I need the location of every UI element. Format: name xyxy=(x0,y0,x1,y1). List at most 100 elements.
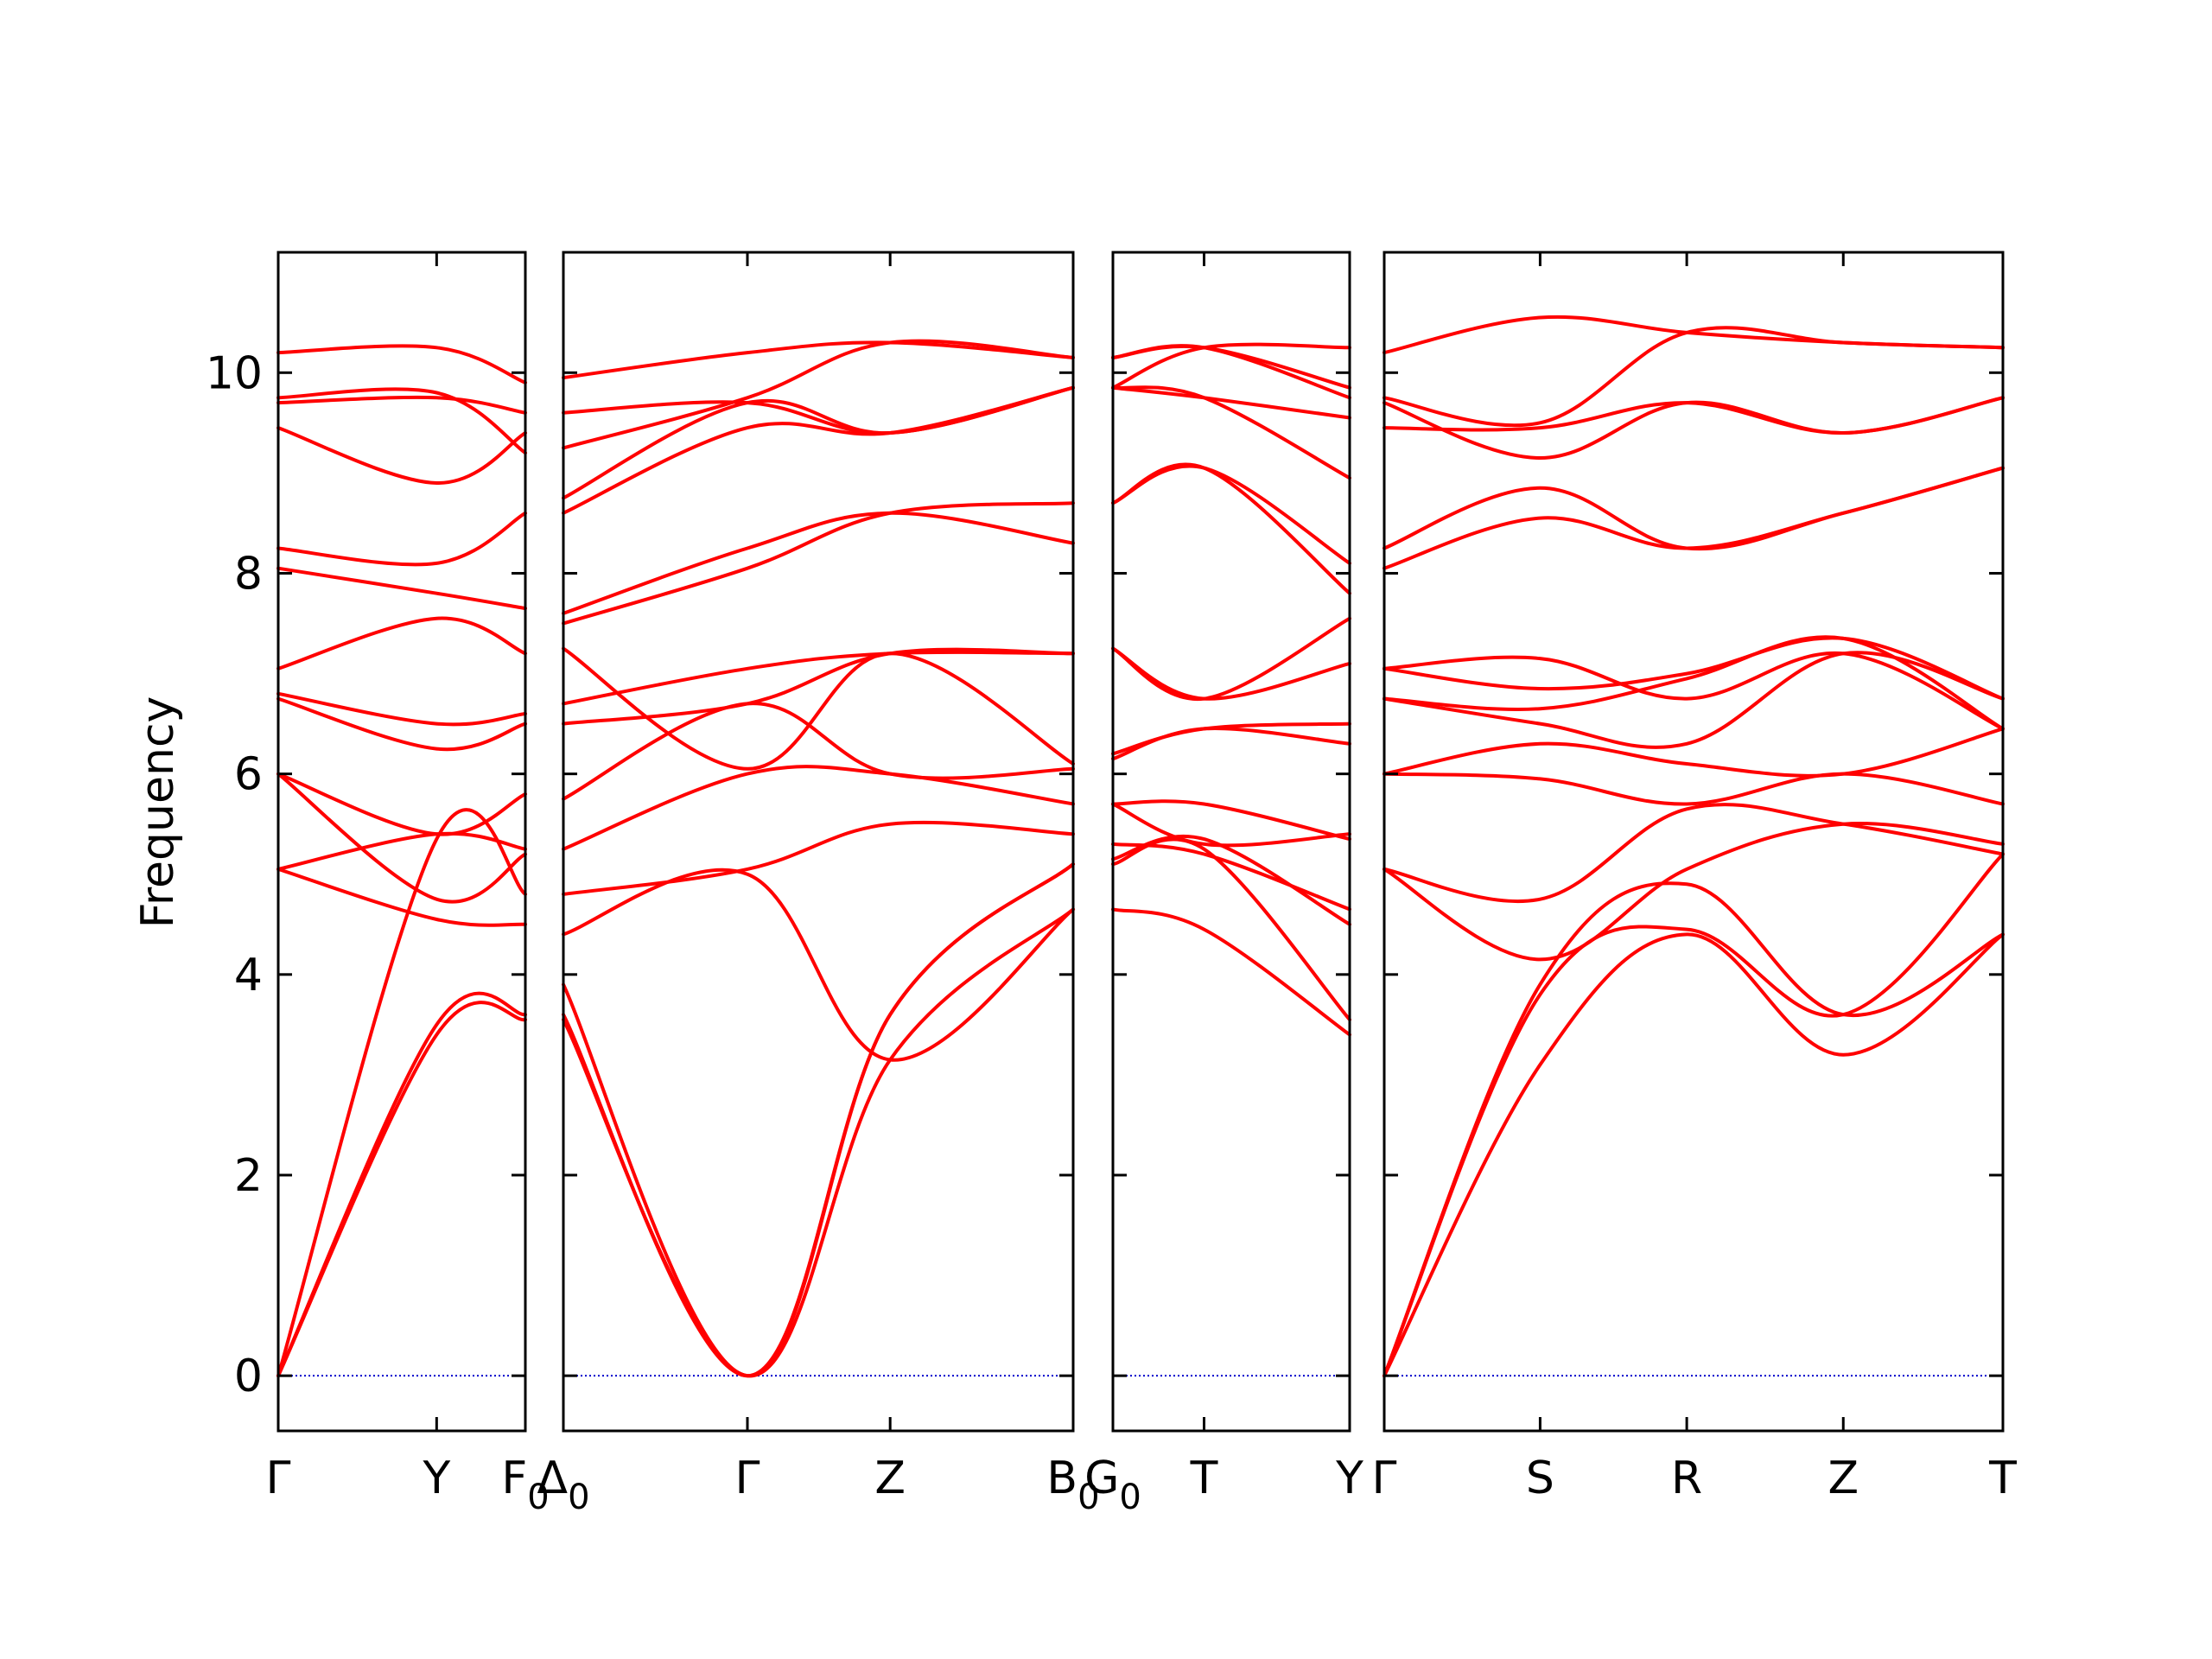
band-line-5 xyxy=(562,820,1075,896)
band-line-6 xyxy=(562,765,1075,851)
band-line-4 xyxy=(276,831,527,871)
band-line-7 xyxy=(1111,727,1351,761)
band-line-2 xyxy=(562,862,1075,1378)
band-line-16 xyxy=(276,344,527,385)
band-line-9 xyxy=(1382,635,2005,731)
x-tick-label: Γ xyxy=(1372,1452,1397,1504)
band-line-10 xyxy=(562,646,1075,771)
panel-frame xyxy=(1382,251,2005,1433)
x-tick-label-subscript: 0 xyxy=(568,1478,589,1517)
band-line-4 xyxy=(1382,822,2005,962)
band-line-11 xyxy=(276,566,527,611)
band-line-1 xyxy=(562,907,1075,1378)
x-tick-label: Γ xyxy=(734,1452,760,1504)
band-line-4 xyxy=(1111,842,1351,912)
band-line-3 xyxy=(1111,834,1351,926)
band-line-17 xyxy=(1111,342,1351,390)
band-line-2 xyxy=(276,1001,527,1378)
band-line-8 xyxy=(276,696,527,752)
x-tick-label-base: F xyxy=(501,1452,527,1504)
y-tick-label: 2 xyxy=(234,1150,263,1202)
x-tick-label: B0 xyxy=(1046,1452,1099,1517)
band-line-6 xyxy=(276,772,527,904)
y-tick-label: 4 xyxy=(234,950,263,1001)
x-tick-label-base: B xyxy=(1046,1452,1077,1504)
band-line-15 xyxy=(276,387,527,455)
band-line-1 xyxy=(1382,932,2005,1378)
x-tick-label-base: G xyxy=(1084,1452,1119,1504)
y-tick-label: 0 xyxy=(234,1351,263,1402)
x-tick-label: Γ xyxy=(266,1452,291,1504)
band-line-3 xyxy=(1382,881,2005,1378)
band-line-15 xyxy=(1382,396,2005,460)
panel-frame xyxy=(562,251,1075,1433)
x-tick-label: Z xyxy=(874,1452,906,1504)
x-tick-label: G0 xyxy=(1084,1452,1141,1517)
band-line-12 xyxy=(276,511,527,567)
x-tick-label: F0 xyxy=(501,1452,549,1517)
band-line-10 xyxy=(1111,616,1351,701)
band-line-3 xyxy=(276,808,527,1378)
band-lines xyxy=(562,339,1075,1378)
band-line-12 xyxy=(1382,466,2005,570)
x-tick-label-subscript: 0 xyxy=(1077,1478,1099,1517)
band-line-1 xyxy=(1111,907,1351,1037)
x-tick-label: Y xyxy=(422,1452,450,1504)
band-lines xyxy=(1382,315,2005,1378)
band-line-1 xyxy=(276,991,527,1378)
band-line-14 xyxy=(1111,385,1351,420)
x-tick-label: S xyxy=(1526,1452,1554,1504)
panel-3: G0 T Y xyxy=(1084,251,1363,1517)
band-line-9 xyxy=(562,650,1075,706)
y-axis-title-group: Frequency xyxy=(132,696,184,929)
band-line-14 xyxy=(276,395,527,415)
band-line-4 xyxy=(562,868,1075,1062)
band-line-2 xyxy=(1111,837,1351,1022)
band-line-15 xyxy=(562,339,1075,450)
band-line-16 xyxy=(562,385,1075,435)
x-tick-label-subscript: 0 xyxy=(1119,1478,1141,1517)
y-tick-label: 8 xyxy=(234,548,263,600)
band-line-6 xyxy=(1111,802,1351,848)
band-line-16 xyxy=(1382,326,2005,428)
band-line-10 xyxy=(276,616,527,671)
band-line-3 xyxy=(562,862,1075,1378)
band-line-10 xyxy=(1382,636,2005,701)
band-line-6 xyxy=(1382,772,2005,806)
band-line-2 xyxy=(1382,852,2005,1378)
band-line-12 xyxy=(1111,464,1351,565)
band-lines xyxy=(276,344,527,1378)
x-tick-label-subscript: 0 xyxy=(527,1478,549,1517)
y-tick-label: 6 xyxy=(234,749,263,801)
band-line-5 xyxy=(1111,799,1351,842)
band-line-7 xyxy=(1382,727,2005,778)
band-line-8 xyxy=(562,647,1075,726)
panel-2: Δ0 Γ Z B0 xyxy=(537,251,1100,1517)
band-line-5 xyxy=(276,867,527,927)
band-line-13 xyxy=(276,426,527,486)
y-axis-title: Frequency xyxy=(132,696,184,929)
band-line-14 xyxy=(562,385,1075,500)
band-lines xyxy=(1111,342,1351,1037)
band-line-11 xyxy=(1382,651,2005,731)
panel-frame xyxy=(276,251,527,1433)
band-line-17 xyxy=(562,340,1075,380)
band-line-8 xyxy=(1111,721,1351,756)
band-line-13 xyxy=(1382,466,2005,551)
band-line-5 xyxy=(1382,803,2005,904)
x-tick-label: T xyxy=(1988,1452,2017,1504)
x-tick-label: Δ0 xyxy=(537,1452,589,1517)
panel-frame xyxy=(1111,251,1351,1433)
x-tick-label: T xyxy=(1190,1452,1218,1504)
band-line-17 xyxy=(1382,315,2005,355)
band-line-11 xyxy=(1111,462,1351,595)
band-line-7 xyxy=(562,702,1075,801)
band-line-12 xyxy=(562,511,1075,615)
x-tick-label: Y xyxy=(1335,1452,1363,1504)
y-tick-label: 10 xyxy=(206,347,263,399)
x-tick-label: R xyxy=(1671,1452,1702,1504)
